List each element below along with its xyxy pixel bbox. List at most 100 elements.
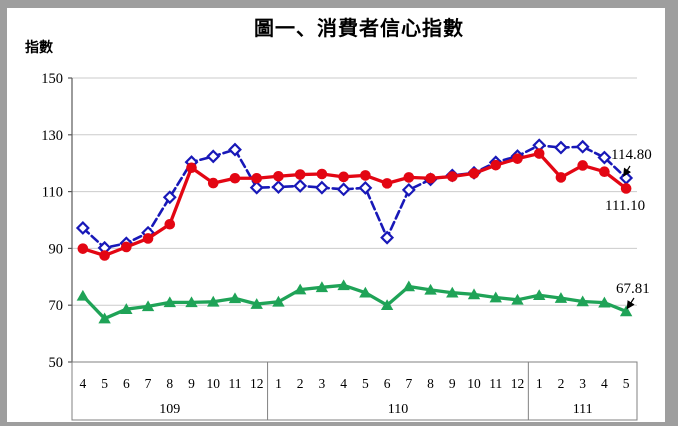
leader-arrow-blue	[623, 165, 632, 177]
window-frame-right	[665, 0, 678, 426]
marker-blue-dashed-diamond-12	[336, 182, 351, 197]
y-tick-label-50: 50	[49, 355, 64, 371]
y-tick-label-130: 130	[41, 128, 63, 144]
month-label-109-4: 4	[79, 376, 86, 391]
month-label-109-10: 10	[207, 376, 221, 391]
annotation-blue-last-value: 114.80	[611, 147, 652, 163]
y-tick-label-110: 110	[42, 185, 63, 201]
marker-green-solid-triangle-0	[76, 289, 90, 301]
month-label-110-7: 7	[405, 376, 412, 391]
marker-blue-dashed-diamond-6	[206, 149, 221, 164]
marker-red-solid-circle-18	[468, 168, 480, 179]
x-axis-table-border	[71, 361, 638, 421]
marker-red-solid-circle-24	[599, 166, 610, 178]
marker-red-solid-circle-14	[381, 178, 393, 189]
y-tick-label-70: 70	[49, 298, 64, 314]
annotation-green-last-value: 67.81	[616, 281, 650, 297]
month-label-110-2: 2	[297, 376, 304, 391]
marker-green-solid-triangle-13	[359, 286, 372, 298]
marker-blue-dashed-diamond-13	[358, 180, 373, 195]
marker-blue-dashed-diamond-10	[293, 178, 308, 193]
leader-arrow-green	[626, 297, 635, 310]
marker-blue-dashed-diamond-9	[271, 180, 286, 195]
marker-green-solid-triangle-12	[337, 279, 350, 291]
y-axis-unit-label: 指數	[25, 41, 53, 56]
annotation-red-last-value: 111.10	[605, 198, 646, 214]
marker-blue-dashed-diamond-11	[314, 180, 329, 195]
marker-red-solid-circle-6	[207, 177, 219, 189]
marker-green-solid-triangle-23	[576, 295, 589, 307]
marker-red-solid-circle-5	[186, 162, 197, 174]
marker-green-solid-triangle-25	[619, 305, 633, 317]
marker-red-solid-circle-3	[142, 233, 154, 244]
marker-red-solid-circle-25	[620, 183, 632, 194]
marker-green-solid-triangle-15	[402, 280, 416, 292]
marker-green-solid-triangle-14	[380, 299, 394, 310]
y-tick-label-150: 150	[41, 71, 63, 87]
marker-red-solid-circle-12	[338, 171, 349, 183]
chart-title: 圖一、消費者信心指數	[254, 18, 464, 40]
marker-red-solid-circle-16	[425, 172, 436, 184]
month-label-110-11: 11	[489, 376, 502, 391]
marker-red-solid-circle-21	[533, 148, 545, 159]
marker-red-solid-circle-1	[99, 250, 110, 261]
month-label-111-2: 2	[558, 376, 565, 391]
marker-green-solid-triangle-3	[141, 300, 155, 312]
marker-green-solid-triangle-19	[489, 291, 502, 303]
month-label-109-6: 6	[123, 376, 130, 391]
month-label-110-8: 8	[427, 376, 434, 391]
marker-red-solid-circle-10	[294, 169, 306, 180]
marker-red-solid-circle-19	[490, 159, 502, 171]
marker-blue-dashed-diamond-15	[401, 182, 416, 197]
marker-green-solid-triangle-5	[185, 296, 198, 308]
marker-green-solid-triangle-2	[120, 303, 133, 314]
month-label-110-3: 3	[319, 376, 326, 391]
marker-green-solid-triangle-11	[315, 281, 329, 293]
window-frame-bottom	[0, 422, 678, 426]
marker-red-solid-circle-15	[403, 172, 415, 183]
marker-green-solid-triangle-10	[293, 283, 307, 295]
month-label-109-7: 7	[145, 376, 152, 391]
marker-red-solid-circle-20	[512, 153, 523, 164]
marker-red-solid-circle-0	[77, 243, 89, 254]
marker-green-solid-triangle-22	[554, 292, 568, 303]
month-label-110-5: 5	[362, 376, 369, 391]
marker-blue-dashed-diamond-4	[162, 190, 177, 205]
marker-green-solid-triangle-4	[163, 296, 176, 308]
marker-green-solid-triangle-6	[207, 295, 220, 307]
marker-green-solid-triangle-17	[446, 286, 459, 298]
marker-blue-dashed-diamond-0	[75, 220, 90, 235]
marker-blue-dashed-diamond-24	[597, 150, 612, 165]
month-label-111-4: 4	[601, 376, 608, 391]
marker-blue-dashed-diamond-23	[575, 139, 590, 154]
series-line-green-solid-triangle	[81, 283, 628, 321]
marker-red-solid-circle-23	[577, 160, 588, 171]
marker-red-solid-circle-13	[360, 170, 371, 181]
marker-green-solid-triangle-8	[250, 298, 263, 309]
month-label-110-9: 9	[449, 376, 456, 391]
month-label-109-5: 5	[101, 376, 108, 391]
marker-green-solid-triangle-24	[598, 296, 611, 308]
marker-green-solid-triangle-16	[424, 283, 437, 295]
month-label-111-3: 3	[579, 376, 586, 391]
marker-green-solid-triangle-21	[533, 289, 546, 301]
marker-blue-dashed-diamond-7	[228, 142, 242, 157]
month-label-111-5: 5	[623, 376, 630, 391]
marker-green-solid-triangle-7	[228, 292, 242, 304]
marker-red-solid-circle-9	[273, 170, 284, 182]
month-label-110-1: 1	[275, 376, 282, 391]
series-line-blue-dashed-diamond	[81, 144, 628, 250]
marker-green-solid-triangle-9	[272, 295, 285, 307]
window-frame-top	[0, 0, 678, 8]
marker-blue-dashed-diamond-22	[553, 140, 568, 155]
marker-red-solid-circle-17	[446, 171, 458, 182]
month-label-111-1: 1	[536, 376, 543, 391]
marker-green-solid-triangle-1	[98, 312, 111, 324]
year-label-111: 111	[573, 402, 593, 417]
month-label-109-8: 8	[166, 376, 173, 391]
month-label-109-12: 12	[250, 376, 264, 391]
month-label-110-4: 4	[340, 376, 347, 391]
y-tick-label-90: 90	[49, 241, 64, 257]
